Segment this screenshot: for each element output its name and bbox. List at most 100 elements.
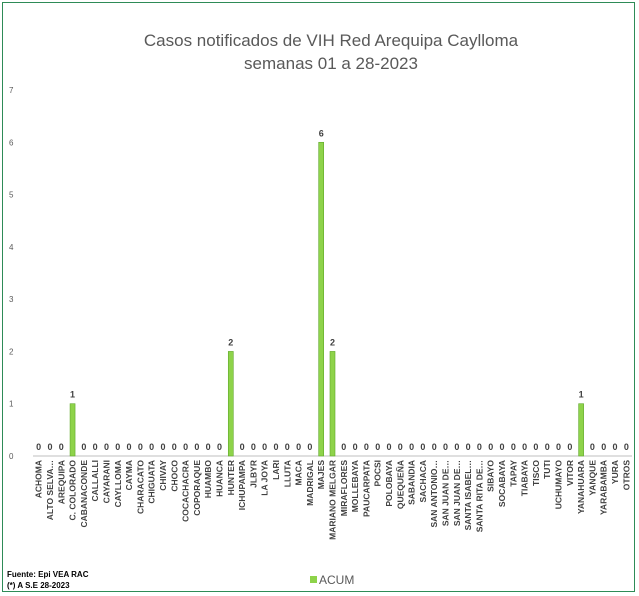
data-label: 0 bbox=[432, 442, 437, 452]
x-tick-label: SANTA ISABEL… bbox=[463, 460, 473, 530]
data-label: 0 bbox=[590, 442, 595, 452]
data-label: 0 bbox=[341, 442, 346, 452]
y-tick-label: 0 bbox=[9, 452, 14, 461]
data-label: 0 bbox=[375, 442, 380, 452]
x-tick-label: TAPAY bbox=[508, 460, 518, 487]
x-tick-label: CAYARANI bbox=[101, 460, 111, 503]
data-label: 0 bbox=[420, 442, 425, 452]
legend-label: ACUM bbox=[319, 573, 354, 587]
chart-title-line-1: Casos notificados de VIH Red Arequipa Ca… bbox=[144, 31, 519, 50]
data-label: 0 bbox=[285, 442, 290, 452]
data-label: 0 bbox=[194, 442, 199, 452]
x-tick-label: MAJES bbox=[316, 460, 326, 490]
y-tick-label: 4 bbox=[9, 243, 14, 252]
data-label: 0 bbox=[454, 442, 459, 452]
x-tick-label: TIABAYA bbox=[520, 460, 530, 496]
bar bbox=[330, 351, 335, 456]
data-label: 0 bbox=[149, 442, 154, 452]
x-tick-label: SOCABAYA bbox=[497, 460, 507, 507]
x-tick-label: LA JOYA bbox=[260, 460, 270, 496]
data-label: 0 bbox=[47, 442, 52, 452]
data-label: 0 bbox=[183, 442, 188, 452]
x-tick-label: MADRIGAL bbox=[305, 460, 315, 506]
x-tick-label: ALTO SELVA… bbox=[45, 460, 55, 520]
x-tick-label: LLUTA bbox=[282, 460, 292, 487]
data-label: 0 bbox=[443, 442, 448, 452]
data-label: 0 bbox=[273, 442, 278, 452]
x-tick-label: MOLLEBAYA bbox=[350, 460, 360, 512]
category-labels: ACHOMA ALTO SELVA… AREQUIPA C. COLORADO CABA… bbox=[34, 460, 632, 540]
data-label: 0 bbox=[138, 442, 143, 452]
x-tick-label: SACHACA bbox=[418, 460, 428, 503]
data-label: 0 bbox=[522, 442, 527, 452]
bar bbox=[70, 404, 75, 456]
x-tick-label: PAUCARPATA bbox=[361, 460, 371, 517]
data-label: 0 bbox=[160, 442, 165, 452]
x-tick-label: CAYMA bbox=[124, 460, 134, 490]
x-tick-label: VITOR bbox=[565, 460, 575, 486]
data-label: 0 bbox=[307, 442, 312, 452]
data-label: 0 bbox=[59, 442, 64, 452]
legend-swatch bbox=[310, 576, 317, 583]
x-tick-label: COPORAQUE bbox=[192, 460, 202, 516]
y-tick-label: 6 bbox=[9, 138, 14, 147]
x-tick-label: CABANACONDE bbox=[79, 460, 89, 528]
data-label: 0 bbox=[398, 442, 403, 452]
x-tick-label: JLBYR bbox=[248, 460, 258, 488]
x-tick-label: CALLALLI bbox=[90, 460, 100, 502]
y-axis-ticks: 0 1 2 3 4 5 6 7 bbox=[9, 86, 14, 461]
x-tick-label: TUTI bbox=[542, 460, 552, 479]
data-label: 0 bbox=[387, 442, 392, 452]
y-tick-label: 3 bbox=[9, 295, 14, 304]
data-label: 0 bbox=[296, 442, 301, 452]
data-label: 0 bbox=[36, 442, 41, 452]
x-tick-label: POCSI bbox=[373, 460, 383, 486]
data-label: 0 bbox=[466, 442, 471, 452]
y-tick-label: 5 bbox=[9, 191, 14, 200]
data-label: 0 bbox=[624, 442, 629, 452]
x-tick-label: CHOCO bbox=[169, 460, 179, 492]
x-tick-label: ACHOMA bbox=[34, 460, 44, 498]
data-label: 0 bbox=[488, 442, 493, 452]
data-label: 1 bbox=[70, 390, 75, 400]
x-tick-label: MIRAFLORES bbox=[339, 460, 349, 517]
data-label: 0 bbox=[104, 442, 109, 452]
data-label: 2 bbox=[330, 337, 335, 347]
data-label: 0 bbox=[545, 442, 550, 452]
x-tick-label: CAYLLOMA bbox=[113, 460, 123, 507]
x-tick-label: SAN JUAN DE… bbox=[441, 460, 451, 526]
bars bbox=[70, 142, 584, 456]
source-note: Fuente: Epi VEA RAC bbox=[7, 570, 89, 579]
data-label: 0 bbox=[409, 442, 414, 452]
data-label: 0 bbox=[240, 442, 245, 452]
legend: ACUM bbox=[310, 573, 354, 587]
x-tick-label: C. COLORADO bbox=[68, 460, 78, 521]
x-tick-label: UCHUMAYO bbox=[554, 460, 564, 510]
data-label: 0 bbox=[127, 442, 132, 452]
data-label: 0 bbox=[500, 442, 505, 452]
data-label: 2 bbox=[228, 337, 233, 347]
data-label: 0 bbox=[511, 442, 516, 452]
x-tick-label: HUNTER bbox=[226, 460, 236, 495]
x-tick-label: ICHUPAMPA bbox=[237, 460, 247, 510]
x-tick-label: MACA bbox=[294, 460, 304, 486]
data-label: 0 bbox=[567, 442, 572, 452]
data-label: 0 bbox=[206, 442, 211, 452]
bar bbox=[579, 404, 584, 456]
x-tick-label: HUANCA bbox=[214, 460, 224, 497]
data-label: 0 bbox=[533, 442, 538, 452]
data-label: 0 bbox=[81, 442, 86, 452]
x-tick-label: POLOBAYA bbox=[384, 460, 394, 507]
x-tick-label: SABANDIA bbox=[407, 460, 417, 505]
x-tick-label: OTROS bbox=[621, 460, 631, 491]
data-label: 1 bbox=[579, 390, 584, 400]
bar bbox=[319, 142, 324, 456]
x-tick-label: HUAMBO bbox=[203, 460, 213, 499]
data-label: 0 bbox=[556, 442, 561, 452]
data-label: 0 bbox=[613, 442, 618, 452]
data-label: 6 bbox=[319, 128, 324, 138]
x-tick-label: YARABAMBA bbox=[599, 460, 609, 515]
data-label: 0 bbox=[353, 442, 358, 452]
x-tick-label: CHIVAY bbox=[158, 460, 168, 491]
x-tick-label: SIBAYO bbox=[486, 460, 496, 492]
